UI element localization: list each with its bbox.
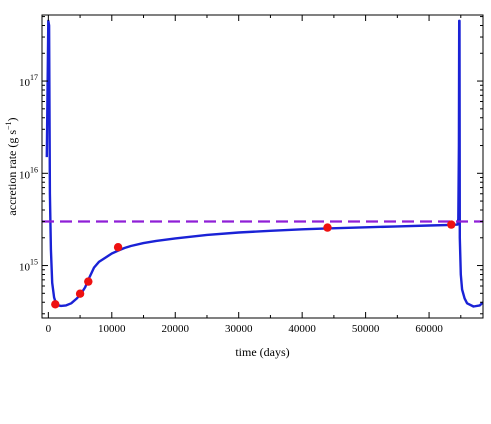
y-axis-label-close: ): [5, 117, 19, 121]
data-point-marker: [113, 243, 123, 252]
x-tick-label: 20000: [162, 323, 190, 335]
data-point-marker: [75, 289, 85, 298]
y-axis-ticks: 1015 1016 1017: [19, 16, 483, 315]
y-tick-label: 1016: [19, 165, 38, 181]
y-axis-label-main: accretion rate (g s: [5, 130, 19, 216]
y-tick-label: 1015: [19, 258, 38, 274]
y-axis-label-exponent: −1: [4, 121, 13, 130]
x-tick-label: 10000: [98, 323, 126, 335]
y-tick-label: 1017: [19, 73, 38, 89]
x-axis-label: time (days): [235, 345, 289, 359]
data-point-marker: [323, 223, 332, 232]
x-tick-label: 50000: [352, 323, 380, 335]
data-point-marker: [447, 220, 456, 229]
x-tick-label: 0: [46, 323, 52, 335]
x-tick-label: 60000: [415, 323, 443, 335]
x-tick-label: 40000: [288, 323, 316, 335]
x-tick-label: 30000: [225, 323, 253, 335]
y-axis-label: accretion rate (g s−1): [4, 117, 19, 215]
marker-layer: [51, 220, 456, 309]
data-point-marker: [84, 277, 93, 286]
x-axis-ticks: 0 10000 20000 30000 40000 50000 60000: [46, 15, 462, 335]
plot-frame: [41, 14, 484, 319]
y-axis-label-group: accretion rate (g s−1): [4, 117, 19, 215]
data-point-marker: [51, 300, 60, 309]
